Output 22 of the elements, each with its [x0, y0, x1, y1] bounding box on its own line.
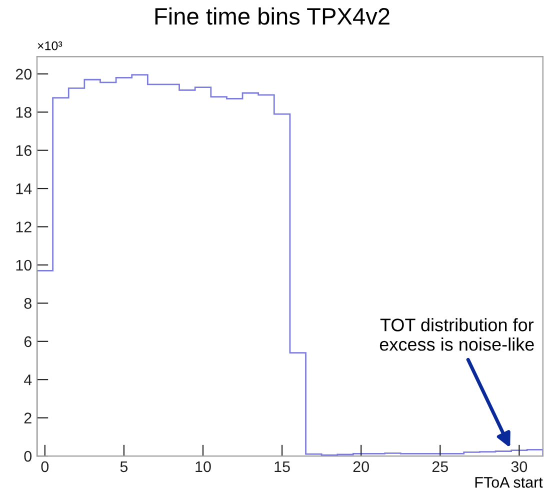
annotation: TOT distribution for excess is noise-like: [380, 318, 534, 351]
x-tick-label: 0: [41, 461, 49, 472]
y-tick-label: 6: [24, 336, 32, 348]
y-tick-label: 10: [16, 260, 32, 271]
y-tick-label: 0: [24, 450, 32, 462]
y-tick-label: 20: [16, 68, 32, 80]
x-tick-label: 10: [196, 461, 211, 472]
x-tick-label: 25: [432, 461, 448, 472]
x-axis-title: FToA start: [475, 477, 543, 488]
y-tick-label: 16: [16, 145, 32, 156]
x-tick-label: 30: [511, 461, 528, 472]
y-tick-label: 4: [24, 374, 32, 386]
chart-title: Fine time bins TPX4v2: [155, 7, 390, 25]
y-tick-label: 12: [16, 222, 32, 232]
y-tick-label: 18: [16, 106, 32, 118]
x-tick-label: 20: [353, 461, 369, 472]
text: ×10³: [38, 41, 62, 50]
x-tick-label: 15: [274, 461, 290, 472]
y-tick-label: 8: [24, 298, 32, 309]
y-tick-label: 2: [24, 412, 32, 424]
x-tick-label: 5: [120, 461, 128, 472]
y-tick-label: 14: [16, 184, 32, 194]
